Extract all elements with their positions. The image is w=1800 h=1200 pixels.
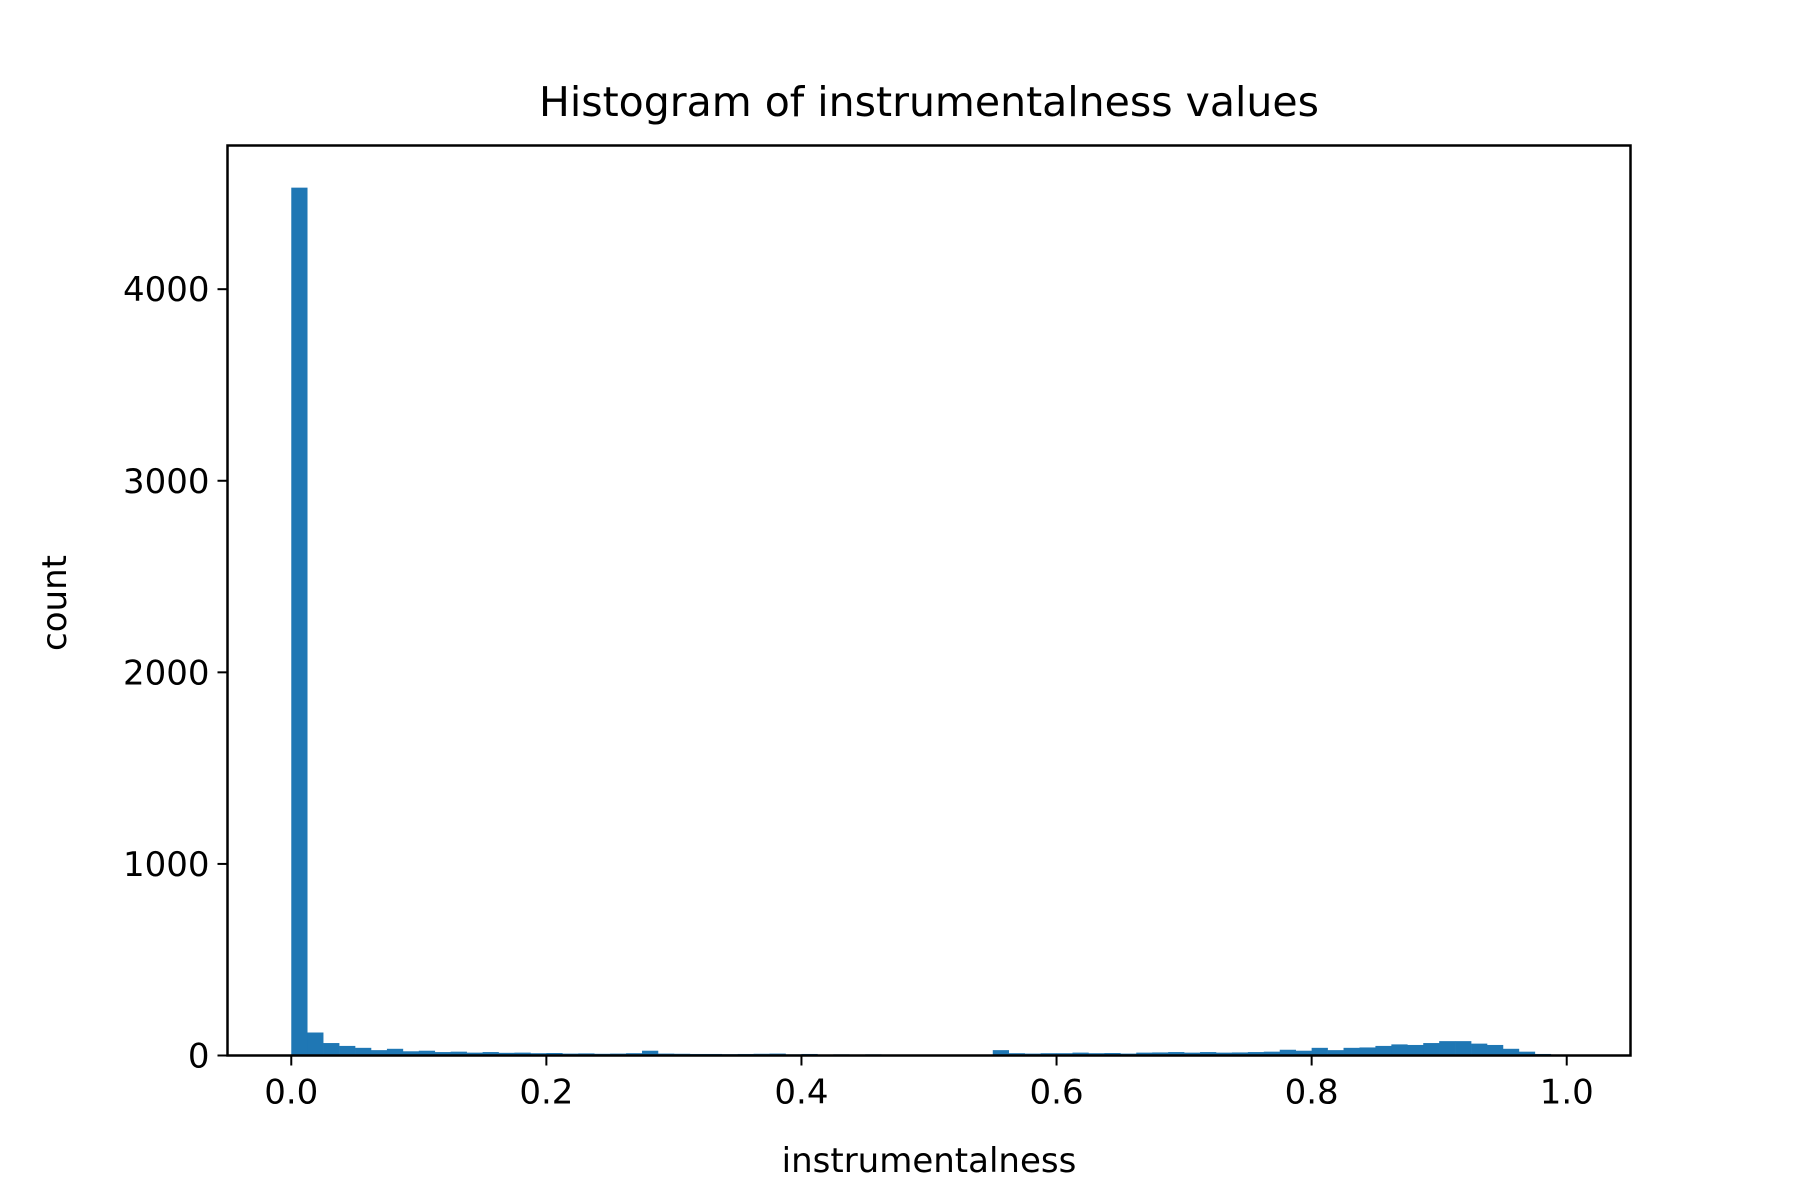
histogram-bars <box>291 187 1568 1056</box>
histogram-bar <box>1391 1044 1408 1056</box>
histogram-bar <box>1072 1052 1089 1056</box>
histogram-bar <box>1152 1052 1169 1056</box>
histogram-bar <box>1247 1052 1265 1056</box>
histogram-bar <box>1407 1044 1424 1056</box>
histogram-bar <box>1215 1052 1233 1056</box>
histogram-bar <box>1168 1052 1185 1056</box>
histogram-bar <box>1375 1045 1392 1056</box>
histogram-bar <box>291 187 308 1056</box>
histogram-bar <box>1471 1043 1488 1056</box>
histogram-bar <box>1455 1041 1472 1056</box>
y-tick-label: 0 <box>188 1037 210 1077</box>
x-tick-label: 0.8 <box>1285 1073 1339 1113</box>
histogram-bar <box>498 1052 515 1056</box>
histogram-bar <box>402 1051 420 1056</box>
histogram-bar <box>355 1047 372 1056</box>
histogram-bar <box>450 1051 467 1056</box>
histogram-bar <box>418 1050 436 1056</box>
histogram-bar <box>1231 1052 1249 1056</box>
x-tick-label: 0.0 <box>264 1073 318 1113</box>
histogram-bar <box>466 1052 483 1056</box>
histogram-bar <box>434 1052 452 1056</box>
y-tick-label: 1000 <box>123 845 210 885</box>
histogram-bar <box>482 1052 499 1056</box>
histogram-bar <box>1487 1044 1504 1056</box>
histogram-bar <box>1295 1050 1312 1056</box>
histogram-bar <box>323 1043 340 1056</box>
histogram-bar <box>386 1048 404 1056</box>
histogram-bar <box>1423 1043 1440 1056</box>
histogram-bar <box>642 1050 659 1056</box>
y-tick-label: 3000 <box>123 462 210 502</box>
chart-title: Histogram of instrumentalness values <box>539 78 1319 126</box>
histogram-bar <box>1200 1052 1217 1056</box>
y-axis-label: count <box>35 555 75 651</box>
histogram-bar <box>1184 1052 1201 1056</box>
histogram-bar <box>339 1045 356 1056</box>
histogram-bar <box>370 1050 388 1056</box>
histogram-bar <box>1502 1048 1520 1056</box>
x-tick-label: 0.4 <box>774 1073 828 1113</box>
histogram-bar <box>1518 1051 1536 1056</box>
histogram-bar <box>1136 1052 1153 1056</box>
histogram-bar <box>514 1052 531 1056</box>
histogram-bar <box>1439 1041 1456 1056</box>
histogram-bar <box>1343 1047 1360 1056</box>
histogram-bar <box>1279 1049 1296 1056</box>
x-tick-label: 0.2 <box>519 1073 573 1113</box>
histogram-bar <box>307 1032 324 1056</box>
y-tick-label: 4000 <box>123 270 210 310</box>
x-axis-label: instrumentalness <box>782 1141 1077 1181</box>
histogram-bar <box>1263 1051 1281 1056</box>
x-tick-label: 0.6 <box>1030 1073 1084 1113</box>
histogram-bar <box>1359 1047 1376 1056</box>
x-axis-ticks: 0.0 0.2 0.4 0.6 0.8 1.0 <box>264 1055 1594 1113</box>
plot-frame <box>226 144 1632 1057</box>
y-axis-ticks: 0 1000 2000 3000 4000 <box>123 270 228 1077</box>
x-tick-label: 1.0 <box>1540 1073 1594 1113</box>
histogram-bar <box>992 1050 1010 1056</box>
histogram-bar <box>1327 1050 1344 1056</box>
histogram-bar <box>1311 1047 1328 1056</box>
y-tick-label: 2000 <box>123 653 210 693</box>
